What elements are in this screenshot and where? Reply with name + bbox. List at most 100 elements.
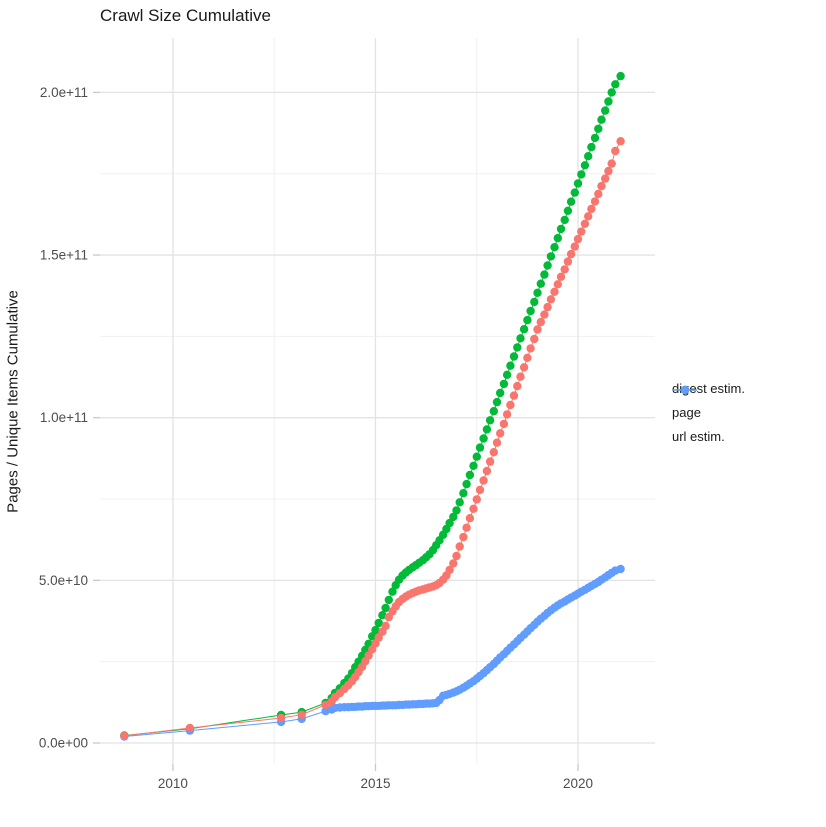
data-point [465,470,475,480]
data-point [519,325,529,334]
data-point [550,287,559,296]
x-tick-label: 2020 [563,776,593,791]
data-point [452,506,461,515]
data-point [469,461,478,470]
data-point [185,723,195,733]
data-point [459,489,468,498]
data-point [485,416,495,425]
data-point [563,206,573,215]
data-point [594,124,603,133]
data-point [590,133,600,143]
data-point [371,625,380,635]
data-point [445,518,454,528]
chart-title: Crawl Size Cumulative [100,6,271,25]
data-point [388,587,397,596]
data-point [584,212,593,221]
data-point [553,233,562,243]
data-point [526,306,535,316]
data-point [540,310,549,319]
data-point [570,242,579,251]
data-point [546,295,556,304]
data-point [543,261,552,270]
data-point [601,174,610,183]
data-point [601,106,610,115]
legend-label: url estim. [672,429,725,444]
data-point [509,391,519,400]
data-point [587,204,596,214]
data-point [462,523,471,532]
data-point [611,146,620,156]
data-point [570,188,579,197]
data-point [543,302,552,312]
data-point [472,495,481,504]
data-point [590,197,600,206]
data-point [449,512,458,522]
data-point [611,80,620,89]
data-point [368,632,377,641]
data-point [580,161,590,170]
data-point [496,429,505,438]
data-point [597,115,606,124]
data-point [580,219,590,228]
data-point [573,234,583,244]
y-tick-label: 2.0e+11 [40,85,88,100]
y-tick-label: 0.0e+00 [39,736,88,751]
data-point [587,142,596,152]
data-point [519,363,529,372]
data-point [120,731,129,740]
legend-label: digest estim. [672,381,745,396]
data-point [566,249,576,259]
data-point [449,559,458,568]
data-point [594,189,603,199]
data-point [462,479,471,489]
legend-label: page [672,405,701,420]
data-point [616,71,625,81]
data-point [516,334,525,343]
data-point [489,448,498,457]
data-point [604,97,613,106]
data-point [499,379,509,389]
data-point [381,621,390,631]
data-point [604,166,613,176]
x-tick-label: 2015 [360,776,390,791]
data-point [553,280,562,289]
data-point [516,372,525,381]
data-point [465,514,475,523]
data-point [455,498,464,507]
data-point [321,700,330,710]
data-point [536,317,545,327]
data-point [563,257,573,266]
data-point [492,397,502,407]
data-point [513,381,522,391]
data-point [560,215,569,225]
data-point [364,651,373,660]
data-point [276,713,286,723]
data-point [378,611,387,620]
data-point [523,353,532,362]
data-point [607,88,616,97]
y-axis-title: Pages / Unique Items Cumulative [4,290,22,513]
y-tick-label: 5.0e+10 [39,573,88,588]
data-point [530,334,539,344]
data-point [475,443,485,452]
data-point [502,410,512,419]
legend: digest estim. page url estim. [672,381,745,444]
data-point [452,551,461,561]
data-point [455,542,464,551]
data-point [509,352,519,361]
legend-item: page [672,385,745,420]
data-point [506,361,515,370]
data-point [374,618,383,628]
data-point [445,565,454,575]
data-point [502,370,512,379]
data-point [560,265,569,274]
data-point [381,603,390,613]
data-point [499,419,509,429]
data-point [533,288,542,297]
data-point [597,181,606,191]
data-point [479,476,488,485]
data-point [384,595,393,605]
data-point [482,466,492,476]
data-point [556,224,566,234]
